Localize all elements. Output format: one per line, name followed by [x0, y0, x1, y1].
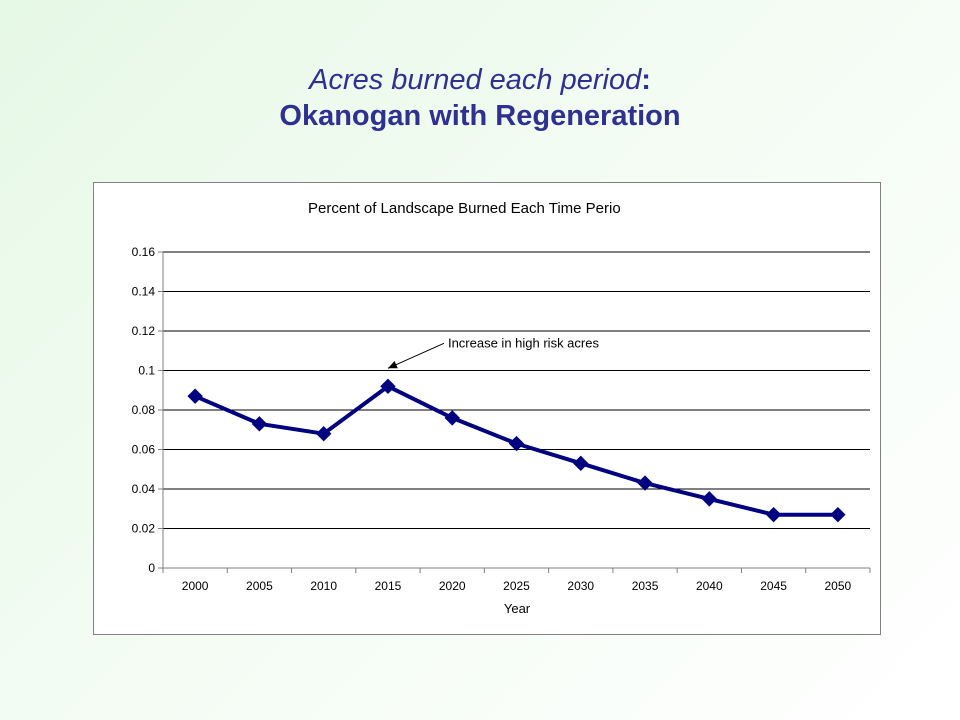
data-point-marker: [380, 378, 396, 395]
x-tick-label: 2000: [182, 579, 209, 593]
data-point-marker: [573, 455, 589, 472]
chart-frame: Percent of Landscape Burned Each Time Pe…: [93, 182, 881, 635]
slide-title-line-2: Okanogan with Regeneration: [279, 100, 681, 133]
x-tick-label: 2030: [567, 579, 594, 593]
line-chart: Percent of Landscape Burned Each Time Pe…: [132, 200, 871, 616]
gridlines: [163, 251, 870, 529]
y-tick-label: 0.12: [132, 324, 156, 338]
data-point-marker: [251, 416, 268, 432]
y-tick-label: 0: [148, 561, 155, 575]
x-tick-label: 2010: [310, 579, 337, 593]
x-axis-ticks: 2000 2005 2010 2015 2020 2025 2030 2035 2040 2045…: [162, 568, 871, 593]
slide-title-italic: Acres burned each period: [309, 64, 642, 96]
y-tick-label: 0.1: [138, 364, 155, 378]
data-point-marker: [508, 435, 525, 452]
data-point-marker: [444, 410, 460, 426]
x-tick-label: 2040: [696, 579, 723, 593]
x-tick-label: 2015: [375, 579, 402, 593]
chart-title: Percent of Landscape Burned Each Time Pe…: [308, 200, 621, 217]
data-point-marker: [637, 475, 653, 491]
x-tick-label: 2050: [825, 579, 852, 593]
y-tick-label: 0.06: [132, 443, 156, 457]
y-tick-label: 0.16: [132, 245, 156, 259]
data-point-marker: [765, 506, 782, 523]
x-tick-label: 2005: [246, 579, 273, 593]
y-tick-label: 0.02: [132, 522, 156, 536]
data-point-marker: [315, 425, 332, 442]
y-tick-label: 0.04: [132, 482, 156, 496]
annotation-text: Increase in high risk acres: [448, 335, 600, 350]
y-axis-ticks: 0 0.02 0.04 0.06 0.08 0.1 0.12 0.14 0.16: [132, 245, 163, 575]
annotation: Increase in high risk acres: [387, 335, 600, 369]
x-tick-label: 2025: [503, 579, 530, 593]
slide-title-line-1: Acres burned each period:: [0, 62, 960, 98]
data-point-marker: [701, 491, 718, 507]
data-series: [187, 378, 846, 523]
slide-title-colon: :: [641, 64, 651, 96]
y-tick-label: 0.14: [132, 285, 156, 299]
x-tick-label: 2020: [439, 579, 466, 593]
annotation-arrow: [387, 342, 445, 369]
y-tick-label: 0.08: [132, 403, 156, 417]
x-tick-label: 2035: [632, 579, 659, 593]
x-tick-label: 2045: [760, 579, 787, 593]
data-point-marker: [830, 506, 846, 523]
data-point-marker: [187, 388, 203, 404]
slide-title: Acres burned each period: Okanogan with …: [0, 62, 960, 135]
annotation-arrowhead: [387, 360, 398, 369]
x-axis-label: Year: [504, 601, 531, 616]
